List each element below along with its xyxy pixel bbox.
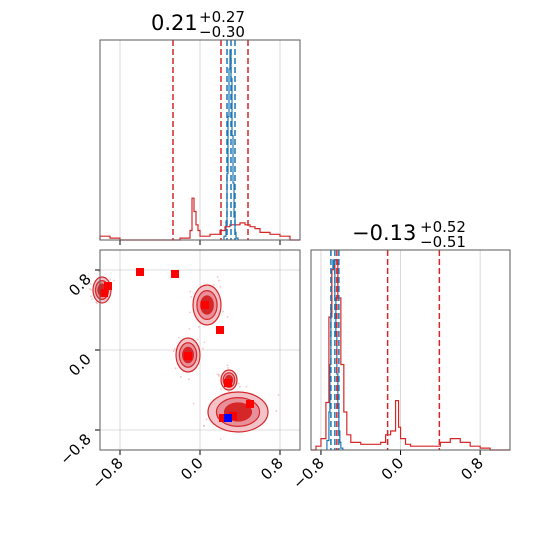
histogram-panel-param1 [99, 39, 301, 245]
scatter-point [216, 373, 219, 376]
scatter-point [245, 385, 248, 388]
panel-frame [99, 249, 301, 451]
contour-panel-2d: −0.8 0.0 0.8 −0.8 0.0 0.8 [56, 249, 301, 493]
scatter-point [277, 394, 280, 396]
red-marker [100, 289, 108, 297]
scatter-point [174, 367, 177, 370]
scatter-point [177, 336, 180, 339]
scatter-point [222, 310, 224, 313]
param1-title-upper: +0.27 [199, 8, 245, 26]
panel-frame [99, 39, 301, 241]
red-marker [104, 282, 112, 290]
scatter-point [203, 341, 206, 344]
x-tick-label: −0.8 [289, 454, 327, 492]
red-marker [224, 379, 232, 387]
x-tick-label: −0.8 [88, 454, 126, 492]
blue-histogram [326, 259, 344, 450]
scatter-point [91, 298, 93, 300]
scatter-point [219, 285, 222, 288]
y-tick-label: 0.0 [65, 350, 95, 380]
y-tick-label: 0.8 [65, 270, 95, 300]
scatter-point [216, 276, 219, 278]
scatter-point [227, 366, 230, 369]
red-marker [171, 270, 179, 278]
scatter-point [226, 315, 229, 318]
param2-title-median: −0.13 [352, 221, 416, 245]
param2-title-lower: −0.51 [420, 233, 466, 251]
red-marker [229, 412, 237, 420]
scatter-point [89, 282, 92, 285]
param1-title-median: 0.21 [151, 11, 198, 35]
scatter-point [213, 283, 215, 286]
scatter-point [237, 382, 240, 385]
scatter-point [179, 376, 182, 378]
scatter-point [96, 302, 98, 305]
scatter-point [174, 348, 176, 350]
scatter-point [239, 385, 241, 388]
param1-title-lower: −0.30 [199, 23, 245, 41]
scatter-point [227, 390, 230, 393]
scatter-point [89, 295, 92, 298]
x-tick-label: 0.8 [257, 454, 287, 484]
x-tick-label: 0.0 [177, 454, 207, 484]
y-tick-label: −0.8 [56, 430, 94, 468]
scatter-point [188, 378, 190, 381]
scatter-point [205, 418, 208, 421]
scatter-point [219, 388, 222, 391]
red-marker [136, 268, 144, 276]
scatter-point [202, 425, 205, 427]
scatter-point [109, 278, 112, 281]
scatter-point [202, 347, 204, 350]
scatter-point [189, 290, 192, 293]
scatter-point [217, 279, 220, 282]
scatter-point [218, 375, 220, 377]
x-tick-label: 0.8 [457, 454, 487, 484]
histogram-panel-param2: −0.8 0.0 0.8 [289, 249, 511, 493]
param2-title-upper: +0.52 [420, 218, 466, 236]
blue-marker [224, 414, 232, 422]
scatter-point [192, 402, 195, 405]
scatter-point [188, 327, 191, 330]
scatter-point [275, 409, 278, 412]
scatter-point [88, 288, 91, 290]
scatter-point [197, 325, 200, 328]
red-marker [219, 414, 227, 422]
scatter-point [90, 288, 92, 291]
scatter-point [113, 279, 116, 282]
red-marker [216, 326, 224, 334]
red-histogram [311, 259, 510, 451]
scatter-point [190, 295, 192, 298]
x-tick-label: 0.0 [378, 454, 408, 484]
scatter-point [226, 364, 229, 367]
scatter-point [219, 438, 222, 440]
red-marker [246, 400, 254, 408]
scatter-point [196, 338, 199, 341]
panel-frame [310, 249, 511, 451]
scatter-point [172, 350, 175, 353]
scatter-point [189, 311, 191, 314]
red-marker [184, 352, 192, 360]
red-marker [201, 301, 209, 309]
